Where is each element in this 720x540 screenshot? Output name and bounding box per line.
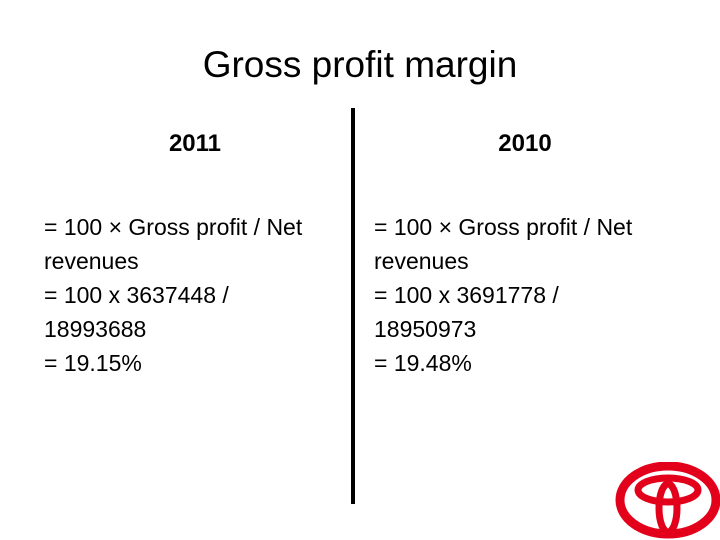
calculation-2011: = 100 × Gross profit / Net revenues = 10… bbox=[44, 210, 344, 380]
year-heading-2010: 2010 bbox=[498, 130, 552, 157]
substitution-line: 18993688 bbox=[44, 316, 147, 342]
substitution-line: 18950973 bbox=[374, 316, 477, 342]
formula-line: = 100 × Gross profit / Net bbox=[44, 214, 303, 240]
formula-line: = 100 × Gross profit / Net bbox=[374, 214, 633, 240]
slide-title: Gross profit margin bbox=[202, 44, 518, 85]
column-divider bbox=[351, 108, 355, 504]
year-heading-2011: 2011 bbox=[168, 130, 222, 157]
substitution-line: = 100 x 3691778 / bbox=[374, 282, 559, 308]
formula-line: revenues bbox=[44, 248, 139, 274]
result-line: = 19.48% bbox=[374, 350, 472, 376]
calculation-2010: = 100 × Gross profit / Net revenues = 10… bbox=[374, 210, 674, 380]
substitution-line: = 100 x 3637448 / bbox=[44, 282, 229, 308]
formula-line: revenues bbox=[374, 248, 469, 274]
result-line: = 19.15% bbox=[44, 350, 142, 376]
toyota-logo-icon bbox=[615, 462, 720, 539]
